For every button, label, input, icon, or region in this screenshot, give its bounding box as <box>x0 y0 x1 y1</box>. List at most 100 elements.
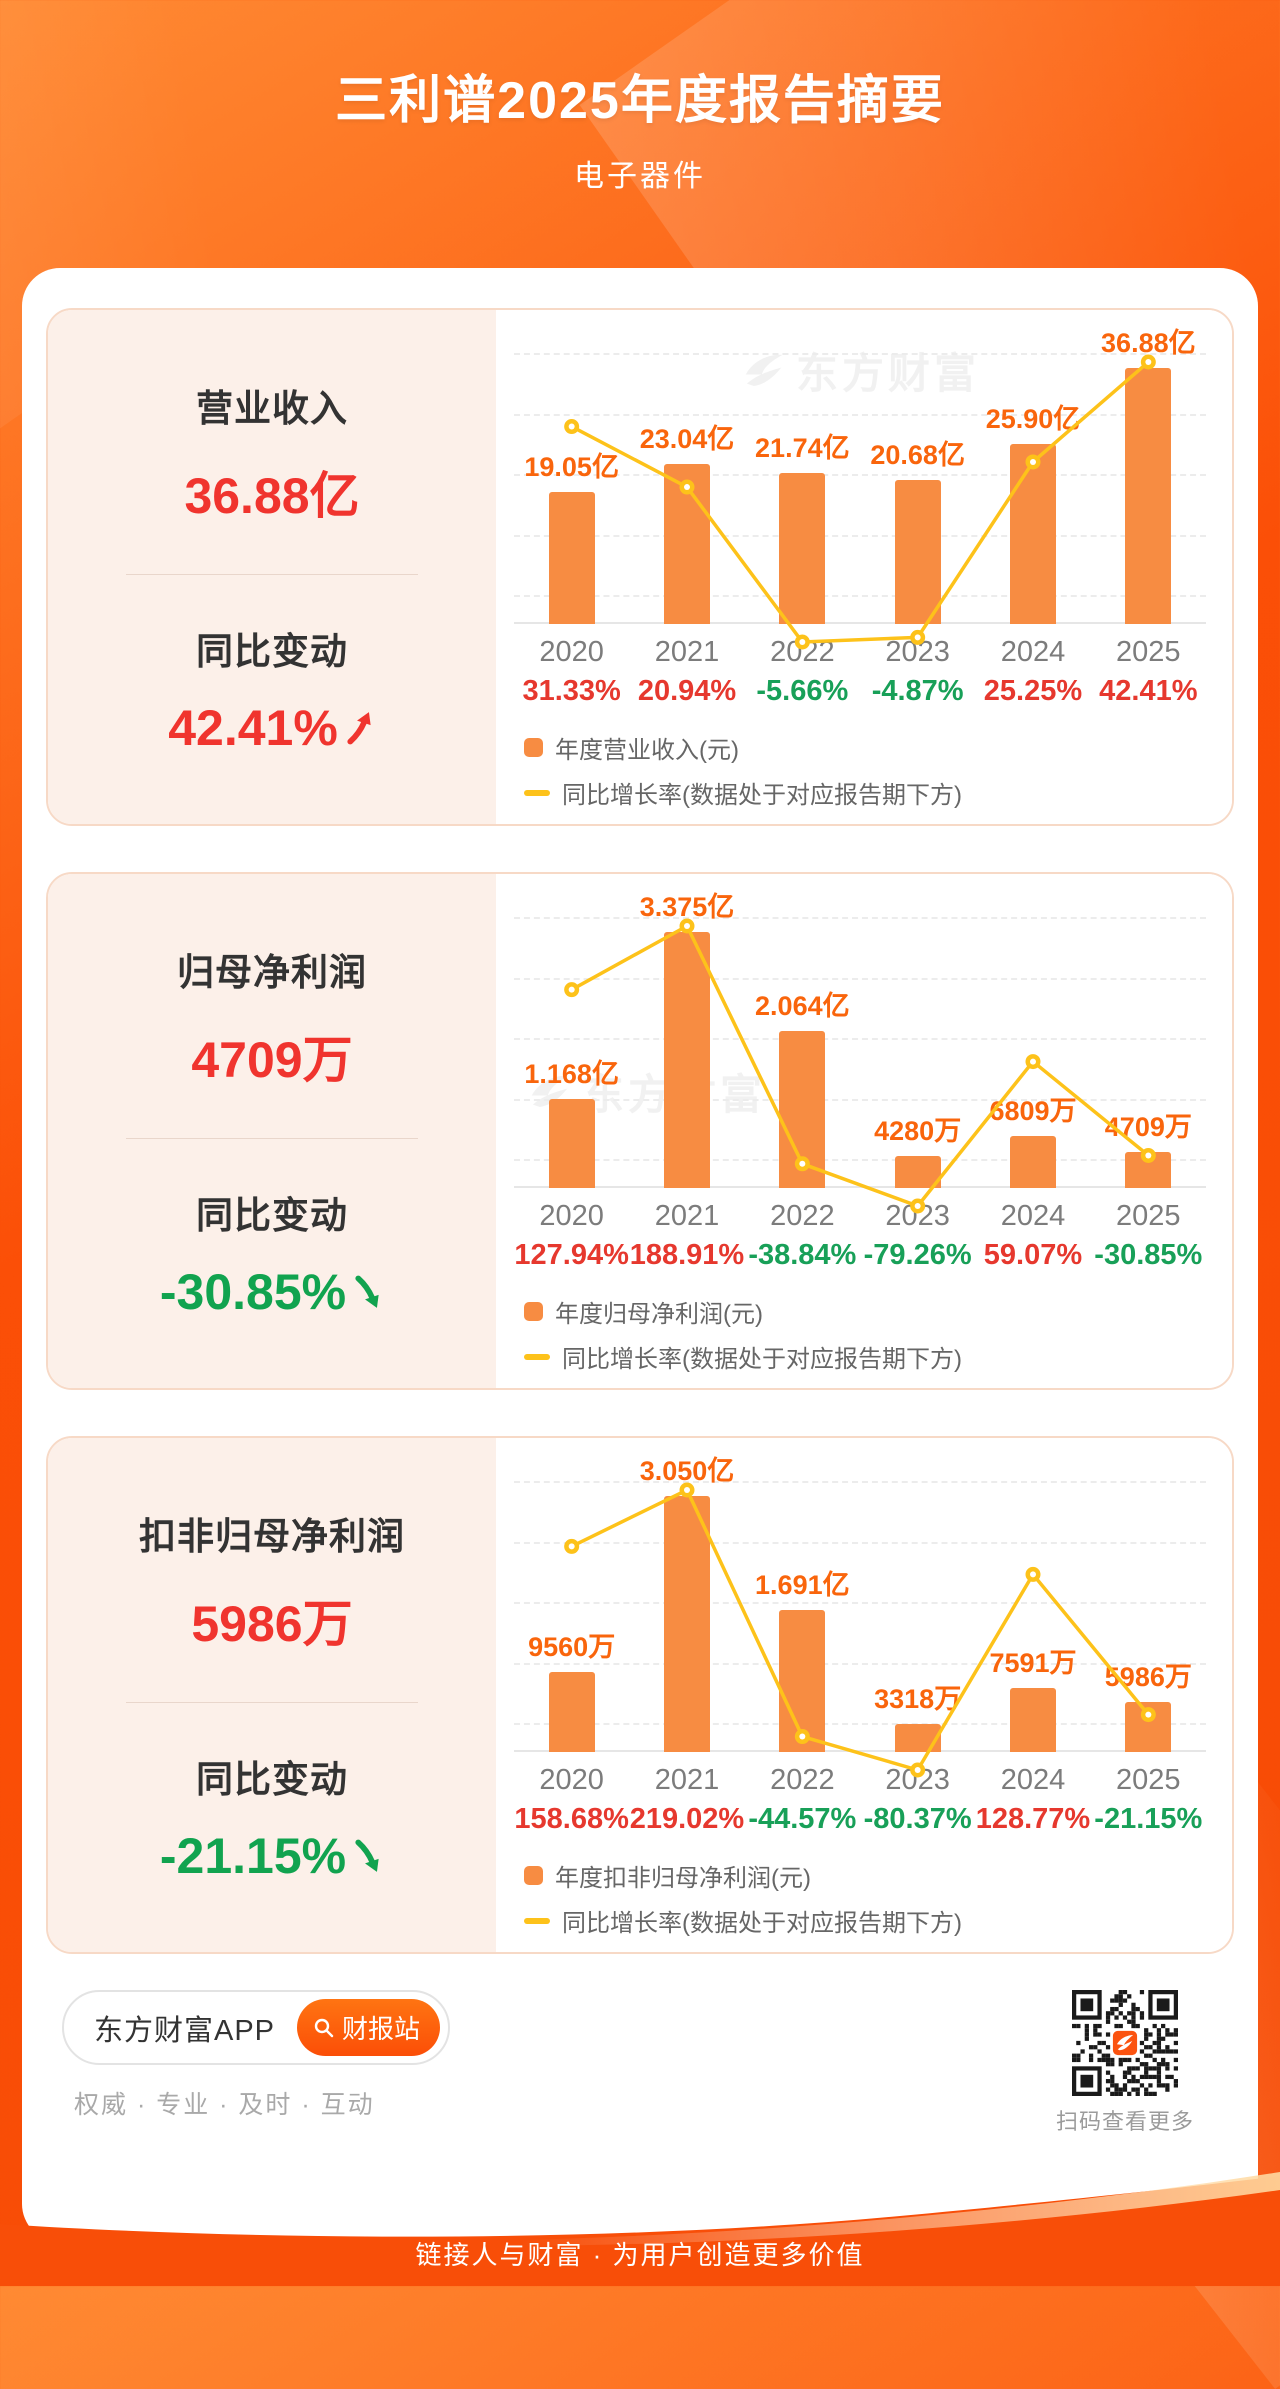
legend-bar-row: 年度营业收入(元) <box>524 730 1206 765</box>
growth-rate-line <box>564 918 1156 1214</box>
non-gaap-summary: 扣非归母净利润 5986万 同比变动 -21.15% <box>48 1438 496 1952</box>
metric-title: 扣非归母净利润 <box>139 1515 405 1557</box>
chart-plot-area: 东方财富 19.05亿 23.04亿 21.74亿 20.68亿 25.90亿 36.88… <box>514 328 1206 650</box>
qr-code <box>1071 1990 1178 2096</box>
metric-title: 营业收入 <box>196 387 348 429</box>
growth-rate-label: -79.26% <box>863 1239 972 1271</box>
bar-value-label: 3318万 <box>874 1684 962 1715</box>
bar-legend-swatch <box>524 1866 543 1885</box>
up-arrow-icon <box>347 711 371 744</box>
growth-rate-line <box>564 354 1156 650</box>
chart-legend: 年度营业收入(元) 同比增长率(数据处于对应报告期下方) <box>514 730 1206 810</box>
year-label: 2021 <box>654 1764 720 1796</box>
bottom-slogan: 链接人与财富 · 为用户创造更多价值 <box>415 2240 865 2270</box>
bar-2022 <box>779 1610 826 1752</box>
year-axis: 2020 2021 2022 2023 2024 2025 <box>514 1764 1206 1797</box>
legend-bar-row: 年度扣非归母净利润(元) <box>524 1858 1206 1893</box>
footer: 东方财富APP 财报站 权威 · 专业 · 及时 · 互动 扫码查看更多 <box>62 1990 1218 2136</box>
yoy-change-number: -21.15% <box>159 1827 347 1884</box>
industry-subtitle: 电子器件 <box>574 160 706 193</box>
line-legend-label: 同比增长率(数据处于对应报告期下方) <box>562 782 962 809</box>
net-profit-panel: 归母净利润 4709万 同比变动 -30.85% 东方财富 <box>46 872 1234 1390</box>
growth-rate-label: -4.87% <box>871 675 964 707</box>
bar-value-label: 4709万 <box>1104 1112 1192 1143</box>
bar-value-label: 3.050亿 <box>639 1456 735 1486</box>
growth-axis: 127.94% 188.91% -38.84% -79.26% 59.07% -30.85… <box>514 1239 1206 1272</box>
non-gaap-chart: 9560万 3.050亿 1.691亿 3318万 7591万 5986万 2020 202… <box>496 1438 1232 1952</box>
bar-2024 <box>1010 1688 1056 1752</box>
bar-value-label: 19.05亿 <box>524 451 619 482</box>
year-label: 2020 <box>539 636 604 668</box>
growth-rate-label: -44.57% <box>748 1803 857 1835</box>
revenue-panel: 营业收入 36.88亿 同比变动 42.41% 东方财富 <box>46 308 1234 826</box>
down-arrow-icon <box>355 1839 379 1872</box>
growth-rate-label: 25.25% <box>983 675 1083 707</box>
growth-rate-label: -38.84% <box>748 1239 857 1271</box>
year-label: 2024 <box>1000 636 1066 668</box>
growth-rate-label: 188.91% <box>629 1239 745 1271</box>
growth-axis: 158.68% 219.02% -44.57% -80.37% 128.77% -21.1… <box>514 1803 1206 1836</box>
bar-legend-swatch <box>524 1302 543 1321</box>
divider <box>126 1701 418 1703</box>
net-profit-summary: 归母净利润 4709万 同比变动 -30.85% <box>48 874 496 1388</box>
bar-value-label: 3.375亿 <box>639 892 735 922</box>
bar-2022 <box>779 473 826 624</box>
report-station-label: 财报站 <box>342 2014 421 2044</box>
chart-plot-area: 9560万 3.050亿 1.691亿 3318万 7591万 5986万 <box>514 1456 1206 1778</box>
chart-legend: 年度归母净利润(元) 同比增长率(数据处于对应报告期下方) <box>514 1294 1206 1374</box>
bar-value-label: 2.064亿 <box>755 991 850 1022</box>
bar-legend-swatch <box>524 738 543 757</box>
growth-rate-label: 128.77% <box>975 1803 1091 1835</box>
year-label: 2024 <box>1000 1200 1066 1232</box>
year-label: 2021 <box>654 636 720 668</box>
bar-value-label: 7591万 <box>989 1648 1077 1679</box>
bar-2020 <box>548 491 595 624</box>
year-label: 2021 <box>654 1200 720 1232</box>
qr-caption: 扫码查看更多 <box>1055 2109 1194 2134</box>
growth-rate-label: -21.15% <box>1094 1803 1203 1835</box>
growth-rate-label: 127.94% <box>514 1239 629 1271</box>
revenue-summary: 营业收入 36.88亿 同比变动 42.41% <box>48 310 496 824</box>
growth-rate-label: 20.94% <box>637 675 737 707</box>
year-label: 2022 <box>770 1764 835 1796</box>
yoy-change-number: 42.41% <box>168 699 338 756</box>
growth-rate-label: 219.02% <box>629 1803 745 1835</box>
page-title: 三利谱2025年度报告摘要 <box>335 72 945 130</box>
metric-title: 归母净利润 <box>177 951 367 993</box>
bar-value-label: 20.68亿 <box>870 440 965 471</box>
year-axis: 2020 2021 2022 2023 2024 2025 <box>514 1200 1206 1233</box>
growth-rate-label: 59.07% <box>983 1239 1083 1271</box>
bar-legend-label: 年度扣非归母净利润(元) <box>555 1865 811 1892</box>
bar-value-label: 9560万 <box>528 1631 616 1662</box>
down-arrow-icon <box>355 1275 379 1308</box>
app-name: 东方财富APP <box>94 2014 276 2047</box>
report-station-button[interactable]: 财报站 <box>297 1999 441 2056</box>
bar-legend-label: 年度归母净利润(元) <box>555 1301 763 1328</box>
year-label: 2020 <box>539 1200 604 1232</box>
growth-rate-label: 158.68% <box>514 1803 629 1835</box>
bar-value-label: 4280万 <box>874 1115 962 1146</box>
year-label: 2025 <box>1116 636 1181 668</box>
bar-2021 <box>664 1496 710 1752</box>
growth-rate-label: -30.85% <box>1094 1239 1203 1271</box>
legend-line-row: 同比增长率(数据处于对应报告期下方) <box>524 775 1206 810</box>
yoy-change-title: 同比变动 <box>196 630 348 672</box>
yoy-change-value: -21.15% <box>160 1827 384 1885</box>
year-label: 2025 <box>1116 1200 1181 1232</box>
bar-2023 <box>894 480 941 624</box>
bar-2021 <box>664 932 710 1188</box>
line-legend-label: 同比增长率(数据处于对应报告期下方) <box>562 1910 962 1937</box>
line-legend-swatch <box>524 1917 550 1924</box>
growth-rate-line <box>564 1482 1156 1778</box>
line-legend-swatch <box>524 1353 550 1360</box>
legend-bar-row: 年度归母净利润(元) <box>524 1294 1206 1329</box>
yoy-change-title: 同比变动 <box>196 1194 348 1236</box>
qr-section: 扫码查看更多 <box>1056 1990 1194 2136</box>
bar-value-label: 23.04亿 <box>639 424 735 455</box>
tagline: 权威 · 专业 · 及时 · 互动 <box>74 2091 375 2119</box>
app-promo: 东方财富APP 财报站 权威 · 专业 · 及时 · 互动 <box>62 1990 451 2121</box>
yoy-change-title: 同比变动 <box>196 1758 348 1800</box>
bar-value-label: 21.74亿 <box>755 433 850 464</box>
